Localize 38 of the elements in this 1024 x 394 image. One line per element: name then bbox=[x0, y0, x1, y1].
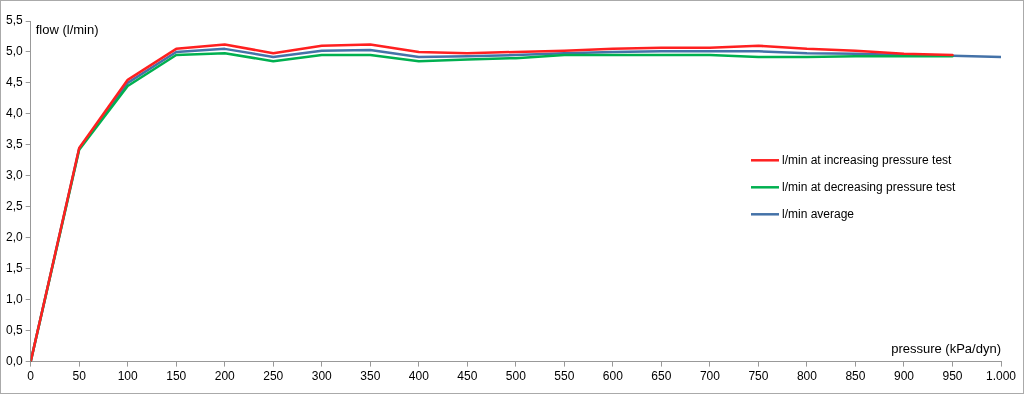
y-tick-label: 5,5 bbox=[5, 13, 23, 28]
y-tick-label: 1,5 bbox=[5, 261, 23, 276]
y-tick-label: 0,0 bbox=[5, 353, 23, 368]
x-tick-label: 900 bbox=[893, 369, 915, 384]
x-tick-label: 150 bbox=[166, 369, 187, 384]
x-tick-label: 850 bbox=[845, 369, 866, 384]
x-tick-label: 700 bbox=[699, 369, 721, 384]
x-tick-label: 550 bbox=[554, 369, 575, 384]
x-tick-label: 0 bbox=[27, 369, 35, 384]
y-tick-label: 4,5 bbox=[5, 75, 23, 90]
x-tick-label: 350 bbox=[360, 369, 381, 384]
y-tick-label: 5,0 bbox=[5, 44, 23, 59]
y-tick-label: 3,5 bbox=[5, 137, 23, 152]
legend-label: l/min average bbox=[782, 206, 855, 221]
x-tick-label: 200 bbox=[214, 369, 236, 384]
x-tick-label: 500 bbox=[505, 369, 527, 384]
y-axis-title: flow (l/min) bbox=[35, 22, 99, 38]
y-tick-label: 0,5 bbox=[5, 322, 23, 337]
x-tick-label: 600 bbox=[602, 369, 624, 384]
x-tick-label: 450 bbox=[457, 369, 478, 384]
legend-label: l/min at decreasing pressure test bbox=[782, 179, 957, 194]
y-tick-label: 4,0 bbox=[5, 106, 23, 121]
x-tick-label: 100 bbox=[117, 369, 139, 384]
x-tick-label: 650 bbox=[651, 369, 672, 384]
x-tick-label: 300 bbox=[311, 369, 333, 384]
y-tick-label: 2,0 bbox=[5, 230, 23, 245]
x-tick-label: 950 bbox=[942, 369, 963, 384]
y-tick-label: 3,0 bbox=[5, 168, 23, 183]
x-tick-label: 400 bbox=[408, 369, 430, 384]
x-tick-label: 1.000 bbox=[985, 369, 1017, 384]
legend-label: l/min at increasing pressure test bbox=[782, 152, 953, 167]
x-tick-label: 800 bbox=[796, 369, 818, 384]
y-tick-label: 2,5 bbox=[5, 199, 23, 214]
x-axis-title: pressure (kPa/dyn) bbox=[891, 340, 1001, 356]
y-tick-label: 1,0 bbox=[5, 291, 23, 306]
x-tick-label: 750 bbox=[748, 369, 769, 384]
x-tick-label: 50 bbox=[72, 369, 87, 384]
x-tick-label: 250 bbox=[263, 369, 284, 384]
